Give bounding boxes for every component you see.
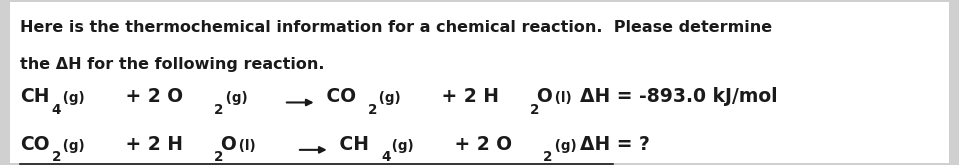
Text: CH: CH <box>20 87 50 106</box>
Text: 4: 4 <box>52 102 61 116</box>
Text: 2: 2 <box>214 150 223 164</box>
Text: (l): (l) <box>234 139 255 153</box>
Text: O: O <box>221 135 236 154</box>
Text: (g): (g) <box>387 139 414 153</box>
Text: CH: CH <box>334 135 369 154</box>
Text: ΔH = ?: ΔH = ? <box>579 135 649 154</box>
Text: 2: 2 <box>52 150 61 164</box>
Text: Here is the thermochemical information for a chemical reaction.  Please determin: Here is the thermochemical information f… <box>20 20 772 35</box>
Text: (l): (l) <box>550 91 572 105</box>
Text: 4: 4 <box>381 150 390 164</box>
Text: the ΔH for the following reaction.: the ΔH for the following reaction. <box>20 57 324 72</box>
Text: + 2 H: + 2 H <box>435 87 499 106</box>
Text: 2: 2 <box>214 102 223 116</box>
Text: 2: 2 <box>368 102 377 116</box>
Text: (g): (g) <box>221 91 247 105</box>
Text: 2: 2 <box>543 150 552 164</box>
Text: + 2 O: + 2 O <box>448 135 512 154</box>
Text: CO: CO <box>20 135 50 154</box>
Text: (g): (g) <box>58 139 85 153</box>
Text: CO: CO <box>320 87 357 106</box>
Text: + 2 O: + 2 O <box>119 87 183 106</box>
Text: (g): (g) <box>374 91 401 105</box>
Text: (g): (g) <box>58 91 85 105</box>
Text: 2: 2 <box>530 102 540 116</box>
Text: ΔH = -893.0 kJ/mol: ΔH = -893.0 kJ/mol <box>579 87 777 106</box>
Text: O: O <box>537 87 552 106</box>
Text: + 2 H: + 2 H <box>119 135 183 154</box>
Text: (g): (g) <box>550 139 576 153</box>
